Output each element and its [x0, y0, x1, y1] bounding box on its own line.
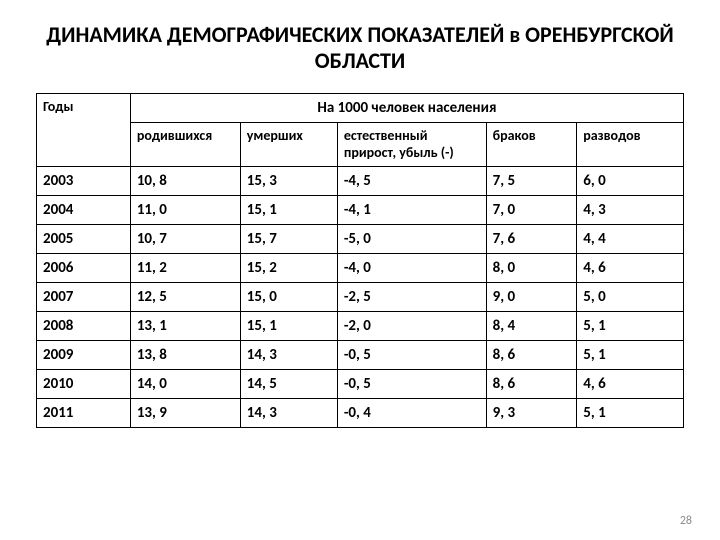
- cell: 14, 0: [130, 370, 240, 399]
- cell: 13, 1: [130, 312, 240, 341]
- cell: -4, 5: [337, 167, 486, 196]
- cell: 13, 8: [130, 341, 240, 370]
- cell: 7, 5: [486, 167, 577, 196]
- cell: 15, 3: [240, 167, 337, 196]
- cell: 4, 6: [577, 370, 684, 399]
- table-row: 2011 13, 9 14, 3 -0, 4 9, 3 5, 1: [37, 399, 684, 428]
- cell: -2, 0: [337, 312, 486, 341]
- cell-year: 2008: [37, 312, 131, 341]
- page-title: ДИНАМИКА ДЕМОГРАФИЧЕСКИХ ПОКАЗАТЕЛЕЙ в О…: [36, 22, 684, 75]
- cell: 4, 6: [577, 254, 684, 283]
- cell-year: 2011: [37, 399, 131, 428]
- col-divorces: разводов: [577, 122, 684, 167]
- cell: 8, 6: [486, 370, 577, 399]
- cell: 4, 3: [577, 196, 684, 225]
- table-header-row-1: Годы На 1000 человек населения: [37, 93, 684, 122]
- cell: 7, 6: [486, 225, 577, 254]
- cell: -0, 5: [337, 341, 486, 370]
- cell: -2, 5: [337, 283, 486, 312]
- table-row: 2003 10, 8 15, 3 -4, 5 7, 5 6, 0: [37, 167, 684, 196]
- cell: 9, 3: [486, 399, 577, 428]
- cell: -4, 1: [337, 196, 486, 225]
- cell: 7, 0: [486, 196, 577, 225]
- cell-year: 2003: [37, 167, 131, 196]
- cell: 9, 0: [486, 283, 577, 312]
- super-header: На 1000 человек населения: [130, 93, 683, 122]
- cell: 14, 5: [240, 370, 337, 399]
- cell: 5, 1: [577, 399, 684, 428]
- cell: 15, 1: [240, 196, 337, 225]
- cell: 12, 5: [130, 283, 240, 312]
- cell: 10, 8: [130, 167, 240, 196]
- cell: -0, 5: [337, 370, 486, 399]
- cell-year: 2009: [37, 341, 131, 370]
- cell: 5, 1: [577, 312, 684, 341]
- table-row: 2007 12, 5 15, 0 -2, 5 9, 0 5, 0: [37, 283, 684, 312]
- cell-year: 2006: [37, 254, 131, 283]
- col-natural: естественный прирост, убыль (-): [337, 122, 486, 167]
- cell: -5, 0: [337, 225, 486, 254]
- table-header-row-2: родившихся умерших естественный прирост,…: [37, 122, 684, 167]
- cell: 10, 7: [130, 225, 240, 254]
- cell: 15, 0: [240, 283, 337, 312]
- page-number: 28: [680, 514, 692, 528]
- table-row: 2004 11, 0 15, 1 -4, 1 7, 0 4, 3: [37, 196, 684, 225]
- cell: 5, 0: [577, 283, 684, 312]
- cell: 8, 0: [486, 254, 577, 283]
- cell: 4, 4: [577, 225, 684, 254]
- cell: 14, 3: [240, 399, 337, 428]
- cell-year: 2005: [37, 225, 131, 254]
- col-deaths: умерших: [240, 122, 337, 167]
- cell: 6, 0: [577, 167, 684, 196]
- cell: 15, 2: [240, 254, 337, 283]
- slide: ДИНАМИКА ДЕМОГРАФИЧЕСКИХ ПОКАЗАТЕЛЕЙ в О…: [0, 0, 720, 428]
- col-years: Годы: [37, 93, 131, 167]
- table-row: 2006 11, 2 15, 2 -4, 0 8, 0 4, 6: [37, 254, 684, 283]
- cell: 14, 3: [240, 341, 337, 370]
- cell: -4, 0: [337, 254, 486, 283]
- table-row: 2010 14, 0 14, 5 -0, 5 8, 6 4, 6: [37, 370, 684, 399]
- col-marriages: браков: [486, 122, 577, 167]
- cell: 13, 9: [130, 399, 240, 428]
- table-row: 2005 10, 7 15, 7 -5, 0 7, 6 4, 4: [37, 225, 684, 254]
- cell-year: 2010: [37, 370, 131, 399]
- cell: 11, 2: [130, 254, 240, 283]
- cell: 8, 6: [486, 341, 577, 370]
- cell-year: 2007: [37, 283, 131, 312]
- cell: 15, 1: [240, 312, 337, 341]
- cell: 5, 1: [577, 341, 684, 370]
- cell: 15, 7: [240, 225, 337, 254]
- cell: 8, 4: [486, 312, 577, 341]
- table-row: 2009 13, 8 14, 3 -0, 5 8, 6 5, 1: [37, 341, 684, 370]
- table-body: 2003 10, 8 15, 3 -4, 5 7, 5 6, 0 2004 11…: [37, 167, 684, 428]
- cell: 11, 0: [130, 196, 240, 225]
- table-row: 2008 13, 1 15, 1 -2, 0 8, 4 5, 1: [37, 312, 684, 341]
- cell-year: 2004: [37, 196, 131, 225]
- cell: -0, 4: [337, 399, 486, 428]
- demographics-table: Годы На 1000 человек населения родившихс…: [36, 93, 684, 429]
- col-births: родившихся: [130, 122, 240, 167]
